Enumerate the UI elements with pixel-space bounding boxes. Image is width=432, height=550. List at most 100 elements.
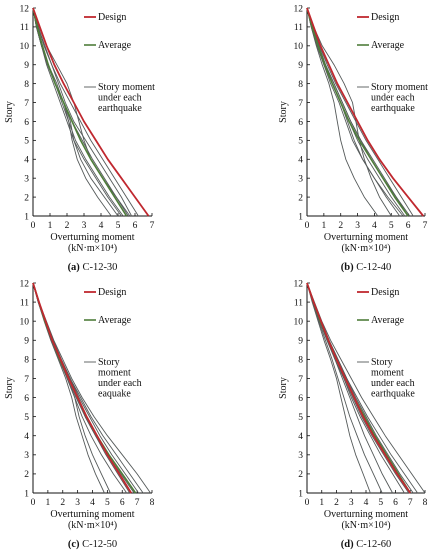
y-tick-label: 6 [24, 394, 29, 404]
y-tick-label: 8 [298, 80, 303, 90]
y-tick-label: 9 [298, 61, 303, 71]
legend-records-label: earthquake [371, 103, 415, 114]
y-tick-label: 1 [298, 212, 303, 222]
y-tick-label: 12 [20, 279, 30, 289]
legend-design-label: Design [371, 287, 399, 298]
x-tick-label: 5 [378, 498, 383, 508]
x-tick-label: 3 [75, 498, 80, 508]
x-tick-label: 0 [31, 498, 36, 508]
x-tick-label: 8 [423, 498, 428, 508]
x-tick-label: 7 [150, 221, 155, 231]
y-tick-label: 7 [24, 99, 29, 109]
x-tick-label: 4 [90, 498, 95, 508]
y-tick-label: 4 [24, 432, 29, 442]
legend-records-label: moment [371, 368, 404, 379]
y-tick-label: 9 [24, 61, 29, 71]
y-tick-label: 3 [24, 451, 29, 461]
x-tick-label: 2 [65, 221, 70, 231]
legend-design-label: Design [98, 287, 126, 298]
x-tick-label: 0 [305, 498, 310, 508]
y-axis-label: Story [4, 101, 15, 123]
panel-caption: (c) C-12-50 [68, 539, 117, 550]
y-tick-label: 9 [298, 337, 303, 347]
average-line [306, 7, 409, 217]
y-tick-label: 8 [24, 80, 29, 90]
y-tick-label: 11 [294, 23, 303, 33]
y-tick-label: 12 [294, 279, 304, 289]
y-tick-label: 6 [298, 118, 303, 128]
x-tick-label: 6 [133, 221, 138, 231]
legend-records-label: Story moment [98, 82, 155, 93]
y-tick-label: 7 [298, 375, 303, 385]
y-tick-label: 4 [298, 432, 303, 442]
design-line [306, 7, 425, 217]
y-tick-label: 5 [298, 137, 303, 147]
y-tick-label: 7 [298, 99, 303, 109]
x-tick-label: 0 [305, 221, 310, 231]
legend-records-label: under each [371, 93, 415, 104]
legend-records-label: under each [371, 378, 415, 389]
y-tick-label: 10 [20, 317, 30, 327]
y-tick-label: 11 [20, 298, 29, 308]
x-tick-label: 1 [321, 221, 326, 231]
legend-design-label: Design [371, 12, 399, 23]
y-tick-label: 2 [24, 470, 29, 480]
y-axis-label: Story [278, 377, 289, 399]
y-tick-label: 6 [24, 118, 29, 128]
x-tick-label: 1 [46, 498, 51, 508]
x-tick-label: 4 [99, 221, 104, 231]
y-tick-label: 7 [24, 375, 29, 385]
y-axis-label: Story [4, 377, 15, 399]
y-tick-label: 10 [294, 42, 304, 52]
y-tick-label: 1 [24, 212, 29, 222]
legend-average-label: Average [98, 315, 132, 326]
x-tick-label: 6 [406, 221, 411, 231]
y-tick-label: 5 [24, 413, 29, 423]
x-axis-unit: (kN·m×10⁴) [341, 243, 390, 254]
y-tick-label: 4 [24, 156, 29, 166]
y-tick-label: 5 [24, 137, 29, 147]
y-tick-label: 10 [294, 317, 304, 327]
x-tick-label: 7 [135, 498, 140, 508]
legend-design-label: Design [98, 12, 126, 23]
panel-caption: (d) C-12-60 [341, 539, 391, 550]
x-tick-label: 2 [334, 498, 339, 508]
record-line-5 [306, 7, 379, 217]
x-tick-label: 7 [408, 498, 413, 508]
x-axis-label: Overturning moment [50, 232, 134, 243]
x-tick-label: 4 [372, 221, 377, 231]
record-line-2 [32, 7, 132, 217]
y-tick-label: 5 [298, 413, 303, 423]
x-axis-label: Overturning moment [324, 232, 408, 243]
legend-records-label: earthquake [371, 389, 415, 400]
legend-records-label: Story moment [371, 82, 428, 93]
x-tick-label: 5 [116, 221, 121, 231]
x-tick-label: 3 [82, 221, 87, 231]
record-line-8 [306, 282, 371, 494]
x-tick-label: 1 [48, 221, 53, 231]
x-tick-label: 4 [364, 498, 369, 508]
y-tick-label: 2 [298, 193, 303, 203]
x-tick-label: 0 [31, 221, 36, 231]
x-axis-unit: (kN·m×10⁴) [68, 520, 117, 531]
x-axis-label: Overturning moment [324, 509, 408, 520]
x-axis-unit: (kN·m×10⁴) [341, 520, 390, 531]
panel-caption: (a) C-12-30 [68, 262, 118, 273]
y-tick-label: 12 [20, 4, 30, 14]
y-tick-label: 11 [20, 23, 29, 33]
record-line-4 [306, 282, 383, 494]
x-tick-label: 6 [120, 498, 125, 508]
legend-average-label: Average [98, 40, 132, 51]
legend-records-label: under each [98, 93, 142, 104]
y-tick-label: 1 [24, 489, 29, 499]
legend-average-label: Average [371, 315, 405, 326]
x-tick-label: 7 [423, 221, 428, 231]
panel-caption: (b) C-12-40 [341, 262, 391, 273]
legend-records-label: Story [371, 357, 393, 368]
x-tick-label: 6 [393, 498, 398, 508]
